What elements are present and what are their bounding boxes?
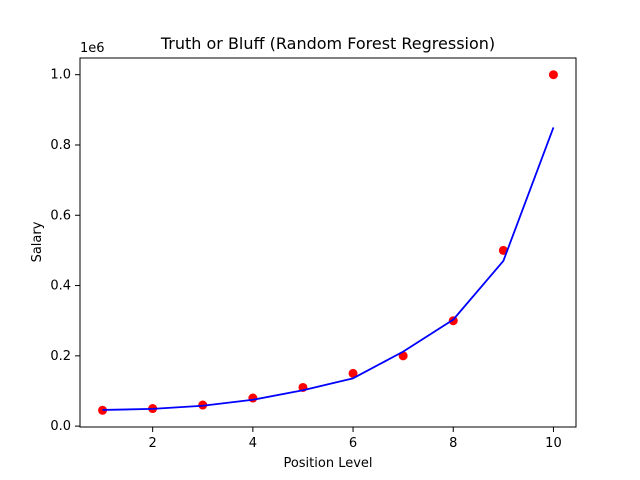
scatter-point (348, 368, 358, 378)
plot-frame (79, 57, 577, 428)
scatter-point (248, 393, 258, 403)
y-tick-label: 0.6 (50, 208, 71, 223)
y-axis-ticks: 0.0 0.2 0.4 0.6 0.8 1.0 (50, 68, 80, 434)
y-axis-label: Salary (30, 221, 45, 262)
x-tick-label: 2 (149, 436, 157, 451)
plot-layer (98, 70, 558, 415)
chart-title: Truth or Bluff (Random Forest Regression… (160, 34, 495, 53)
regression-line (102, 127, 555, 411)
y-tick-label: 0.2 (50, 349, 71, 364)
x-axis-ticks: 2 4 6 8 10 (149, 427, 562, 451)
x-axis-label: Position Level (283, 456, 372, 471)
y-tick-label: 0.0 (50, 419, 71, 434)
scatter-point (548, 70, 558, 80)
x-tick-label: 8 (449, 436, 457, 451)
scatter-point (98, 405, 108, 415)
y-tick-label: 0.8 (50, 138, 71, 153)
x-tick-label: 10 (545, 436, 562, 451)
y-tick-label: 0.4 (50, 279, 71, 294)
y-tick-label: 1.0 (50, 68, 71, 83)
y-axis-offset-label: 1e6 (80, 41, 105, 56)
x-tick-label: 4 (249, 436, 257, 451)
x-tick-label: 6 (349, 436, 357, 451)
